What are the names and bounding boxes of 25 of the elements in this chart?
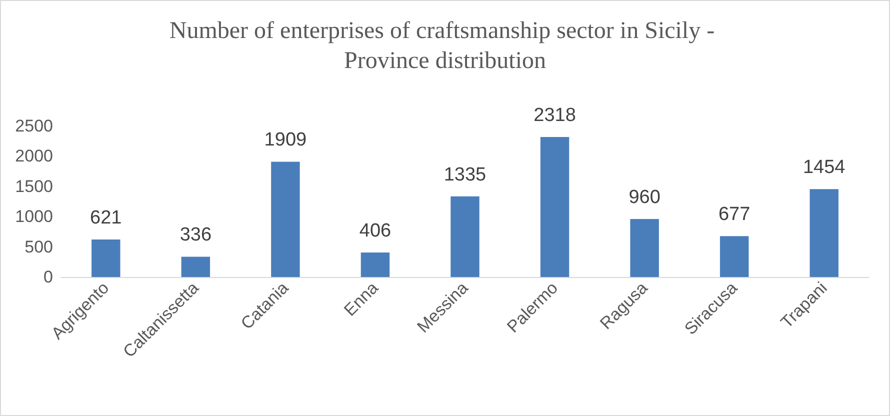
bar bbox=[540, 136, 570, 277]
data-label: 336 bbox=[180, 224, 212, 246]
data-label: 1909 bbox=[264, 130, 307, 151]
bar bbox=[181, 256, 210, 277]
y-tick-label: 1500 bbox=[15, 176, 53, 196]
y-tick-label: 0 bbox=[44, 268, 53, 286]
data-label: 1454 bbox=[802, 157, 846, 178]
y-tick-label: 2500 bbox=[15, 116, 53, 136]
bar bbox=[810, 189, 838, 277]
data-label: 621 bbox=[90, 207, 122, 228]
y-tick-label: 500 bbox=[24, 237, 53, 256]
y-tick-label: 1000 bbox=[15, 207, 53, 226]
bar bbox=[271, 162, 300, 277]
bar bbox=[92, 239, 120, 277]
data-label: 960 bbox=[628, 187, 660, 208]
bar bbox=[450, 196, 480, 277]
data-label: 406 bbox=[359, 220, 392, 242]
data-label: 677 bbox=[718, 204, 750, 226]
data-label: 1335 bbox=[444, 164, 486, 186]
bar bbox=[720, 236, 749, 277]
data-label: 2318 bbox=[534, 104, 576, 126]
bar bbox=[360, 252, 390, 277]
y-tick-label: 2000 bbox=[15, 146, 53, 166]
chart-title: Number of enterprises of craftsmanship sector in Sicily - Province distribution bbox=[169, 18, 721, 74]
bar bbox=[630, 219, 659, 277]
